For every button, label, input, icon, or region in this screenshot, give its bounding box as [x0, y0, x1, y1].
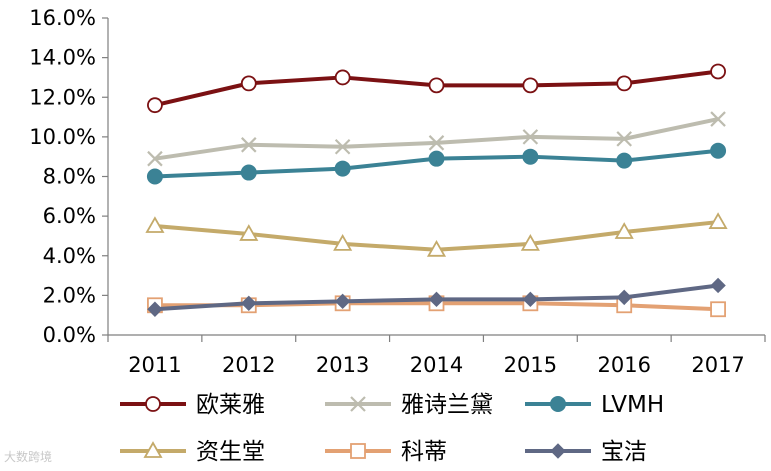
data-point	[616, 131, 632, 147]
legend-entry: 宝洁	[525, 439, 647, 465]
y-tick-label: 10.0%	[29, 125, 96, 149]
x-marker-stroke	[147, 150, 163, 167]
data-point	[334, 139, 351, 155]
data-point	[428, 77, 445, 94]
data-point	[710, 301, 726, 318]
data-point	[241, 295, 257, 312]
data-point	[616, 75, 633, 92]
chart-legend: 欧莱雅 雅诗兰黛 LVMH 资生堂 科蒂 宝洁	[120, 392, 664, 465]
y-tick-label: 2.0%	[43, 283, 96, 307]
data-point	[522, 148, 539, 165]
y-tick-label: 12.0%	[29, 85, 96, 109]
data-point	[522, 291, 539, 308]
chart-axes: 0.0% 2.0% 4.0% 6.0% 8.0% 10.0% 12.0% 14.0% 16.0%…	[29, 6, 766, 377]
x-tick-label: 2017	[691, 353, 744, 377]
x-tick-label: 2012	[222, 353, 275, 377]
data-point	[708, 212, 728, 229]
data-point	[240, 164, 257, 181]
data-point	[241, 137, 257, 153]
data-point	[616, 289, 632, 306]
data-point	[710, 63, 726, 80]
x-tick-label: 2013	[316, 353, 369, 377]
data-point	[334, 69, 351, 86]
legend-marker	[350, 443, 366, 459]
legend-label: 宝洁	[601, 439, 647, 465]
data-point	[614, 222, 634, 239]
data-point	[240, 75, 257, 92]
x-marker-stroke	[350, 396, 366, 412]
y-tick-label: 8.0%	[43, 165, 96, 189]
series-1	[147, 63, 726, 114]
data-point	[522, 129, 539, 145]
data-point	[334, 160, 351, 177]
x-tick-label: 2014	[410, 353, 463, 377]
legend-marker	[145, 396, 161, 412]
y-tick-label: 4.0%	[43, 244, 96, 268]
y-tick-label: 14.0%	[29, 46, 96, 70]
x-tick-label: 2015	[504, 353, 557, 377]
y-tick-label: 16.0%	[29, 6, 96, 30]
x-marker-stroke	[710, 111, 726, 127]
legend-entry: 科蒂	[325, 439, 447, 465]
data-point	[520, 234, 540, 251]
data-point	[239, 224, 259, 241]
series-2	[147, 111, 726, 167]
data-point	[428, 291, 445, 308]
series-3	[146, 142, 727, 185]
legend-label: LVMH	[601, 392, 664, 418]
data-point	[147, 97, 163, 114]
data-point	[710, 277, 726, 294]
legend-entry: LVMH	[525, 392, 664, 418]
data-point	[522, 77, 539, 94]
x-marker-stroke	[616, 131, 632, 147]
x-marker-stroke	[522, 129, 539, 145]
legend-label: 科蒂	[401, 439, 447, 465]
legend-entry: 欧莱雅	[120, 392, 265, 418]
y-tick-label: 6.0%	[43, 204, 96, 228]
legend-entry: 资生堂	[120, 439, 265, 465]
x-tick-label: 2016	[597, 353, 650, 377]
series-6	[147, 277, 726, 317]
y-tick-label: 0.0%	[43, 323, 96, 347]
x-tick-label: 2011	[128, 353, 181, 377]
x-marker-stroke	[428, 135, 445, 151]
data-point	[147, 301, 163, 317]
data-point	[147, 150, 163, 167]
data-point	[428, 135, 445, 151]
data-point	[428, 150, 445, 167]
x-marker-stroke	[241, 137, 257, 153]
legend-marker	[550, 443, 566, 459]
legend-marker	[350, 396, 366, 412]
legend-label: 欧莱雅	[196, 392, 265, 418]
legend-marker	[550, 396, 566, 412]
data-point	[334, 293, 351, 310]
legend-entry: 雅诗兰黛	[325, 392, 493, 418]
legend-label: 资生堂	[196, 439, 265, 465]
data-point	[426, 239, 447, 257]
data-point	[710, 142, 727, 159]
watermark-text: 大数跨境	[4, 450, 53, 464]
x-marker-stroke	[334, 139, 351, 155]
data-point	[616, 152, 633, 169]
data-point	[710, 111, 726, 127]
legend-label: 雅诗兰黛	[401, 392, 493, 418]
data-point	[333, 234, 353, 251]
series-layer	[145, 63, 728, 318]
legend-marker	[143, 441, 163, 458]
data-point	[145, 216, 165, 233]
series-4	[145, 212, 728, 257]
data-point	[146, 168, 163, 185]
